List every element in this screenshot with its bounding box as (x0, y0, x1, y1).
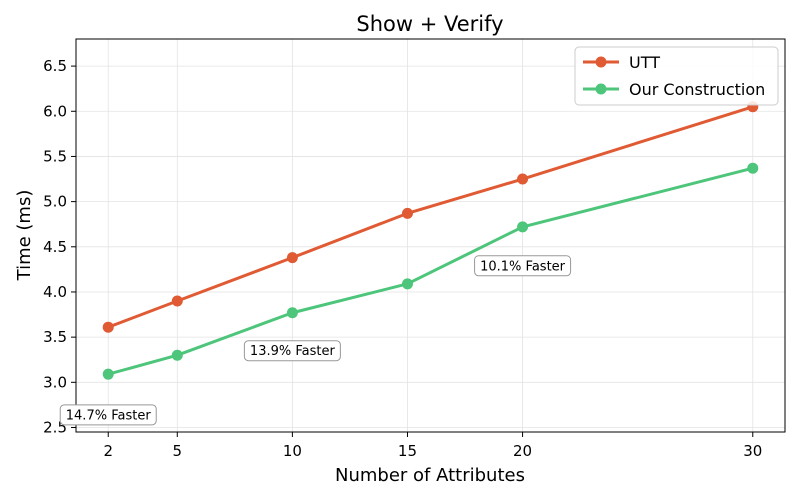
series-line (107, 105, 754, 329)
x-tick-label: 30 (743, 442, 762, 460)
x-tick-label: 15 (398, 442, 417, 460)
legend-label: UTT (629, 53, 660, 72)
legend-marker (595, 83, 607, 95)
legend: UTT Our Construction (574, 46, 779, 106)
data-point (286, 307, 298, 319)
y-tick-label: 6.5 (43, 57, 67, 75)
legend-item: UTT (583, 53, 660, 72)
annotation: 13.9% Faster (243, 340, 341, 362)
data-point (171, 349, 183, 361)
data-point (517, 173, 529, 185)
annotation-text: 14.7% Faster (66, 408, 152, 423)
grid (76, 39, 785, 432)
legend-marker (595, 56, 607, 68)
data-point (401, 207, 413, 219)
y-tick-label: 3.0 (43, 373, 67, 391)
y-tick-label: 6.0 (43, 102, 67, 120)
x-tick-label: 20 (513, 442, 532, 460)
annotation: 10.1% Faster (474, 255, 572, 277)
chart-title: Show + Verify (356, 12, 503, 36)
data-point (401, 278, 413, 290)
data-point (171, 295, 183, 307)
annotation-box (59, 404, 157, 426)
series-our-construction (102, 162, 759, 380)
legend-box (574, 46, 779, 106)
series-utt (102, 101, 759, 333)
series-layer (102, 101, 759, 380)
data-point (747, 162, 759, 174)
y-tick-label: 5.0 (43, 193, 67, 211)
y-axis-label: Time (ms) (14, 190, 35, 282)
data-point (102, 368, 114, 380)
y-tick-label: 4.5 (43, 238, 67, 256)
data-point (517, 221, 529, 233)
annotation-text: 13.9% Faster (250, 344, 336, 359)
x-tick-label: 10 (283, 442, 302, 460)
y-tick-label: 4.0 (43, 283, 67, 301)
legend-item: Our Construction (583, 80, 765, 99)
x-tick-label: 2 (103, 442, 113, 460)
data-point (102, 321, 114, 333)
axes: 2 5 10 15 20 302.53.03.54.04.55.05.56.06.5 (43, 38, 786, 460)
data-point (286, 252, 298, 264)
annotation-text: 10.1% Faster (480, 259, 566, 274)
annotation-box (474, 255, 572, 277)
legend-label: Our Construction (629, 80, 765, 99)
y-tick-label: 5.5 (43, 147, 67, 165)
x-tick-label: 5 (173, 442, 183, 460)
y-tick-label: 3.5 (43, 328, 67, 346)
annotation-box (243, 340, 341, 362)
annotation: 14.7% Faster (59, 404, 157, 426)
annotations: 14.7% Faster 13.9% Faster 10.1% Faster (59, 255, 572, 426)
plot-frame (75, 38, 786, 433)
series-line (107, 166, 754, 376)
x-axis-label: Number of Attributes (335, 465, 525, 486)
